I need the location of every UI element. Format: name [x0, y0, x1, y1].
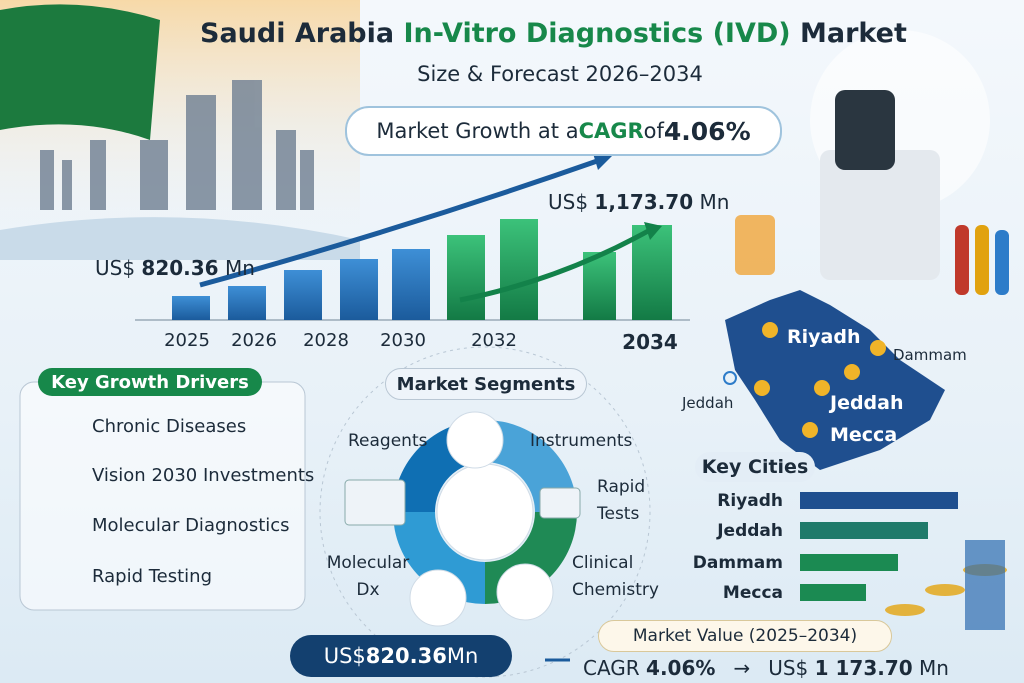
start-unit: Mn — [218, 256, 255, 280]
footer-number: 820.36 — [365, 644, 447, 668]
footer-line: CAGR 4.06% → US$ 1 173.70 Mn — [583, 656, 949, 680]
driver-item: Rapid Testing — [92, 566, 212, 587]
title-start: Saudi Arabia — [200, 18, 404, 49]
title-highlight: In-Vitro Diagnostics (IVD) — [403, 18, 791, 49]
cagr-of: of — [643, 119, 664, 143]
footer-end-prefix: US$ — [768, 656, 815, 680]
footer-cagr-value: 4.06% — [646, 656, 716, 680]
cagr-text: Market Growth at a — [376, 119, 579, 143]
city-label: Dammam — [893, 346, 967, 364]
footer-end-unit: Mn — [912, 656, 949, 680]
driver-item: Molecular Diagnostics — [92, 515, 290, 536]
end-value: US$ 1,173.70 Mn — [548, 190, 729, 214]
key-city-label: Riyadh — [717, 491, 783, 511]
segment-label: Clinical Chemistry — [572, 553, 659, 601]
city-label: Mecca — [830, 424, 898, 446]
city-label: Jeddah — [682, 394, 734, 412]
city-label: Jeddah — [830, 392, 904, 414]
start-prefix: US$ — [95, 256, 142, 280]
start-number: 820.36 — [141, 256, 219, 280]
title-end: Market — [790, 18, 907, 49]
key-cities-title: Key Cities — [695, 452, 815, 482]
segments-title: Market Segments — [385, 368, 587, 400]
cagr-banner: Market Growth at a CAGR of 4.06% — [345, 106, 782, 156]
footer-unit: Mn — [446, 644, 479, 668]
footer-end-value: 1 173.70 — [814, 656, 913, 680]
year-label: 2028 — [303, 330, 349, 351]
segment-label: Reagents — [348, 431, 428, 451]
start-value: US$ 820.36 Mn — [95, 256, 255, 280]
end-number: 1,173.70 — [594, 190, 694, 214]
footer-arrow: → — [733, 656, 751, 680]
year-label: 2034 — [622, 330, 678, 354]
year-label: 2026 — [231, 330, 277, 351]
year-label: 2030 — [380, 330, 426, 351]
key-city-label: Mecca — [722, 583, 783, 603]
title: Saudi Arabia In-Vitro Diagnostics (IVD) … — [200, 18, 907, 49]
key-city-label: Jeddah — [717, 521, 783, 541]
driver-item: Vision 2030 Investments — [92, 465, 315, 486]
subtitle: Size & Forecast 2026–2034 — [417, 62, 703, 86]
cagr-value: 4.06% — [663, 116, 751, 146]
segment-label: Instruments — [530, 431, 633, 451]
city-label: Riyadh — [787, 326, 861, 348]
drivers-title: Key Growth Drivers — [38, 368, 262, 396]
segment-label: Rapid Tests — [597, 477, 646, 525]
market-label: Market Value (2025–2034) — [598, 620, 892, 652]
segment-label: Molecular Dx — [326, 553, 410, 601]
year-label: 2032 — [471, 330, 517, 351]
key-city-label: Dammam — [692, 553, 783, 573]
driver-item: Chronic Diseases — [92, 416, 247, 437]
footer-prefix: US$ — [323, 644, 366, 668]
footer-value: US$ 820.36 Mn — [290, 635, 512, 677]
end-unit: Mn — [693, 190, 730, 214]
cagr-label: CAGR — [578, 119, 644, 143]
footer-cagr-text: CAGR — [583, 656, 647, 680]
year-label: 2025 — [164, 330, 210, 351]
end-prefix: US$ — [548, 190, 595, 214]
